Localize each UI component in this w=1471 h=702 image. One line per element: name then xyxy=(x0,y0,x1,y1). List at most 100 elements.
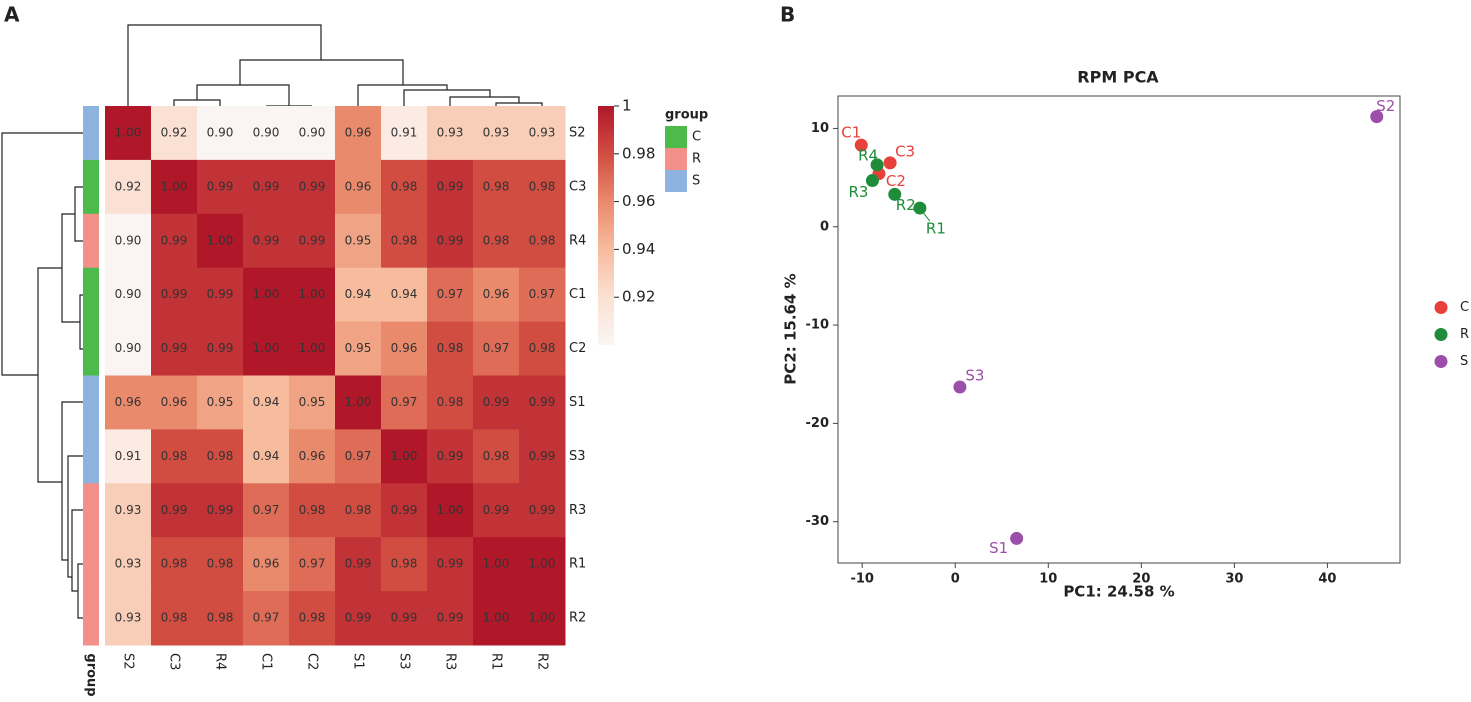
group-strip xyxy=(83,483,99,538)
x-tick-label: 0 xyxy=(951,572,960,587)
cell-label: 0.92 xyxy=(161,125,188,139)
group-strip xyxy=(83,106,99,161)
heatmap-cell xyxy=(519,321,566,376)
heatmap-cell xyxy=(335,321,382,376)
heatmap-cell xyxy=(427,483,474,538)
point xyxy=(953,380,967,394)
heatmap-cell xyxy=(151,375,198,430)
heatmap-cell xyxy=(105,321,152,376)
y-tick-label: 10 xyxy=(811,121,829,136)
y-tick-label: -10 xyxy=(806,318,830,333)
cell-label: 0.98 xyxy=(529,179,556,193)
heatmap-cell xyxy=(381,213,428,269)
cell-label: 0.99 xyxy=(529,449,556,463)
row-label: R3 xyxy=(569,503,586,518)
cell-label: 0.98 xyxy=(391,557,418,571)
column-label: C3 xyxy=(167,653,182,670)
cell-label: 0.93 xyxy=(437,125,464,139)
y-axis-label: PC2: 15.64 % xyxy=(782,273,800,384)
cell-label: 1.00 xyxy=(529,611,556,625)
point-label: S1 xyxy=(989,539,1008,557)
top-dendrogram xyxy=(127,24,543,107)
group-strip xyxy=(83,159,99,215)
group-legend-title: group xyxy=(665,108,708,123)
heatmap-cell xyxy=(335,213,382,269)
heatmap-cell xyxy=(289,321,336,376)
heatmap-cell xyxy=(151,429,198,484)
cell-label: 0.99 xyxy=(391,611,418,625)
legend-label: S xyxy=(1460,354,1468,369)
heatmap-cell xyxy=(519,213,566,269)
group-strip xyxy=(83,321,99,376)
cell-label: 0.98 xyxy=(483,179,510,193)
heatmap-cell xyxy=(243,213,290,269)
cell-label: 0.99 xyxy=(437,611,464,625)
heatmap-cell xyxy=(473,591,520,646)
group-legend-label: S xyxy=(692,174,700,189)
heatmap-cell xyxy=(519,429,566,484)
heatmap-cell xyxy=(473,213,520,269)
heatmap-cell xyxy=(151,106,198,161)
cell-label: 1.00 xyxy=(437,503,464,517)
cell-label: 0.98 xyxy=(483,449,510,463)
cell-label: 0.99 xyxy=(345,611,372,625)
point xyxy=(865,174,879,188)
cell-label: 0.96 xyxy=(253,557,280,571)
heatmap-cell xyxy=(335,159,382,215)
group-strip xyxy=(83,213,99,269)
cell-label: 0.99 xyxy=(253,233,280,247)
cell-label: 0.99 xyxy=(161,341,188,355)
column-label: R2 xyxy=(535,653,550,670)
cell-label: 0.99 xyxy=(483,503,510,517)
cell-label: 0.96 xyxy=(483,287,510,301)
x-tick-label: 10 xyxy=(1039,572,1057,587)
cell-label: 0.90 xyxy=(115,287,142,301)
heatmap-cell xyxy=(473,159,520,215)
colorbar-tick-label: 0.98 xyxy=(622,144,655,162)
heatmap-cell xyxy=(381,159,428,215)
cell-label: 0.91 xyxy=(391,125,418,139)
cell-label: 0.98 xyxy=(529,233,556,247)
heatmap-cell xyxy=(519,267,566,323)
row-label: C2 xyxy=(569,341,586,356)
panel-label: B xyxy=(780,3,795,27)
x-tick-label: 40 xyxy=(1318,572,1336,587)
cell-label: 0.99 xyxy=(437,449,464,463)
column-label: S2 xyxy=(121,653,136,670)
cell-label: 1.00 xyxy=(483,557,510,571)
point xyxy=(883,156,897,170)
legend-marker xyxy=(1434,328,1448,341)
point-label: R2 xyxy=(896,196,916,214)
point-label: S2 xyxy=(1376,97,1395,115)
group-axis-label: group xyxy=(84,653,99,696)
heatmap-cell xyxy=(105,106,152,161)
row-label: R4 xyxy=(569,233,586,248)
panel-label: A xyxy=(4,3,20,27)
cell-label: 1.00 xyxy=(115,125,142,139)
colorbar-tick-label: 1 xyxy=(622,97,632,115)
cell-label: 1.00 xyxy=(345,395,372,409)
heatmap-cell xyxy=(335,591,382,646)
column-label: R3 xyxy=(443,653,458,670)
cell-label: 0.94 xyxy=(345,287,372,301)
column-label: R4 xyxy=(213,653,228,670)
point-label: C2 xyxy=(886,172,906,190)
cell-label: 0.95 xyxy=(207,395,234,409)
cell-label: 0.94 xyxy=(253,395,280,409)
cell-label: 0.96 xyxy=(345,125,372,139)
heatmap-cell xyxy=(289,483,336,538)
point xyxy=(1010,531,1024,545)
cell-label: 0.99 xyxy=(161,287,188,301)
cell-label: 0.93 xyxy=(115,611,142,625)
row-label: S2 xyxy=(569,125,586,140)
cell-label: 0.98 xyxy=(483,233,510,247)
y-tick-label: -30 xyxy=(806,514,830,529)
group-legend-swatch xyxy=(665,148,687,170)
heatmap-cell xyxy=(519,483,566,538)
x-tick-label: 30 xyxy=(1225,572,1243,587)
point-label: C3 xyxy=(895,142,915,160)
cell-label: 0.90 xyxy=(115,341,142,355)
cell-label: 0.97 xyxy=(529,287,556,301)
point-label: C1 xyxy=(841,124,861,142)
heatmap-cell xyxy=(197,267,244,323)
